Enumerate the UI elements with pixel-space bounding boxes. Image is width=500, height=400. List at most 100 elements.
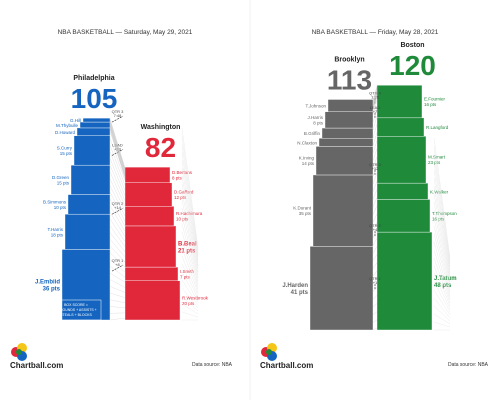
score-flow-line [109,171,126,206]
score-flow-line [372,238,378,246]
bar-left-player [309,246,374,331]
score-flow-line [109,272,126,283]
label-right-player: T.Thompson [432,211,457,216]
score-flow-line [109,279,126,288]
score-flow-line [433,241,451,298]
score-flow-line [109,299,126,303]
score-flow-line [181,143,199,255]
score-flow-line [181,167,199,264]
score-flow-line [433,297,451,319]
score-flow-line [372,230,378,238]
bar-left-player [312,174,374,247]
label-right-pts: 16 pts [424,102,437,107]
label-left-pts: 41 pts [291,290,309,296]
qtr-marker-value: +12 [372,166,380,171]
team-score-left: 105 [71,83,118,114]
qtr-marker-line [111,264,124,272]
score-flow-line [372,295,378,300]
score-flow-line [181,247,199,294]
score-flow-line [181,159,199,261]
score-flow-line [181,295,199,312]
score-flow-line [181,223,199,285]
bar-right-player [376,117,425,137]
score-flow-line [433,161,451,268]
score-flow-line [433,257,451,304]
score-flow-line [372,189,378,200]
score-flow-line [433,145,451,262]
team-score-left: 113 [327,64,372,95]
logo-text-left: Chartball.com [10,361,63,370]
bar-left-player [73,135,111,166]
bar-right-player [124,182,173,207]
score-flow-line [109,239,126,257]
label-left-pts: 15 pts [60,151,73,156]
score-flow-line [181,215,199,282]
label-left-player: T.Harris [48,227,64,232]
score-flow-line [181,183,199,270]
score-flow-line [372,319,378,323]
score-flow-line [433,321,451,328]
qtr-marker-value: +14 [114,205,122,210]
score-flow-line [433,225,451,292]
bar-left-player [315,146,374,176]
score-flow-line [372,99,378,115]
score-flow-line [181,255,199,297]
label-right-player: R.Hachimura [176,211,203,216]
label-right-player: I.Smith [180,269,195,274]
score-flow-line [433,209,451,286]
label-right-player: K.Walker [430,189,449,194]
qtr-marker-value: +7 [373,109,378,114]
bar-left-player [318,138,374,147]
score-flow-line [109,317,126,321]
score-flow-line [433,193,451,280]
label-right-pts: 21 pts [178,249,196,255]
label-left-pts: 15 pts [57,180,70,185]
label-right-player: E.Fournier [424,97,446,102]
score-flow-line [433,233,451,295]
logo-right [261,343,277,361]
score-flow-line [433,281,451,313]
label-right-pts: 48 pts [434,283,452,289]
score-flow-line [109,165,126,201]
score-flow-line [109,185,126,217]
bar-right-player [376,84,423,119]
score-flow-line [372,172,378,185]
score-flow-line [109,144,126,186]
score-flow-line [109,259,126,273]
label-left-player: J.Harden [282,283,308,289]
score-flow-line [433,289,451,316]
bar-left-player [67,194,111,215]
score-flow-line [372,303,378,308]
bar-left-player [327,99,374,112]
score-flow-line [109,198,126,227]
team-score-right: 120 [389,50,436,81]
lead-wedge [373,85,377,112]
label-left-pts: 8 pts [313,120,324,125]
score-flow-line [181,311,199,318]
qtr-marker-label: QTR 2 [112,201,125,206]
score-flow-line [372,254,378,261]
label-right-player: D.Gafford [174,190,194,195]
score-flow-line [109,232,126,252]
score-flow-line [109,306,126,308]
qtr-marker-value: +4 [373,227,378,232]
bar-right-player [124,266,179,281]
legend-text: REBOUNDS + ASSISTS + [55,308,96,312]
label-right-pts: 12 pts [174,195,187,200]
bar-right-player [376,182,429,200]
score-flow-line [181,303,199,315]
label-left-pts: 10 pts [54,205,67,210]
score-flow-line [433,153,451,265]
label-left-player: J.Harris [308,115,324,120]
score-flow-line [372,123,378,138]
qtr-marker-value: +1 [373,280,378,285]
team-name-right: Washington [141,124,181,131]
legend-text: STEALS + BLOCKS [60,313,92,317]
score-flow-line [372,262,378,269]
qtr-marker-label: QTR 1 [112,258,125,263]
score-flow-line [109,292,126,298]
score-flow-line [433,273,451,310]
chart-title-right: NBA BASKETBALL — Friday, May 28, 2021 [312,29,439,36]
